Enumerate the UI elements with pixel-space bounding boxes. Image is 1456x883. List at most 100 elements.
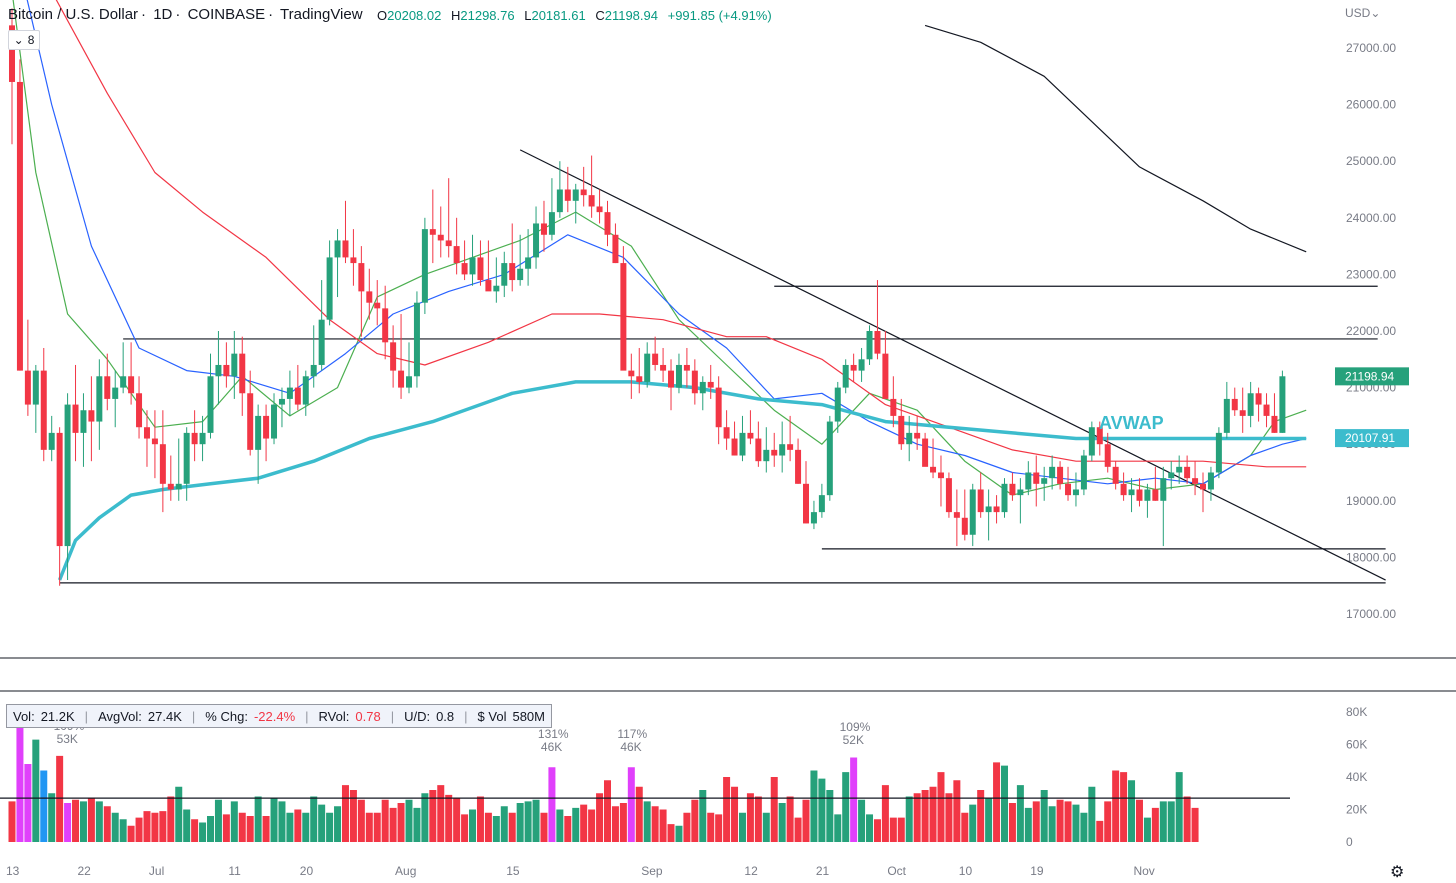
volume-bar (111, 812, 119, 842)
candle (826, 415, 833, 501)
price-axis-tick: 26000.00 (1346, 98, 1396, 112)
candle-body (1152, 489, 1159, 501)
candle (445, 178, 452, 258)
candle-body (136, 393, 143, 428)
candle (525, 229, 532, 286)
volume-bar (762, 812, 770, 842)
candle (191, 410, 198, 462)
volume-annotation-vol: 46K (620, 740, 641, 754)
candle-body (1184, 466, 1191, 479)
volume-bar (1135, 799, 1143, 842)
candle-body (374, 302, 381, 309)
candle (556, 161, 563, 218)
divider: | (305, 708, 309, 724)
symbol-name[interactable]: Bitcoin / U.S. Dollar (8, 6, 139, 23)
ohlc-readout: O20208.02 H21298.76 L20181.61 C21198.94 … (377, 8, 772, 23)
candle-body (644, 353, 651, 382)
candle-body (969, 489, 976, 535)
price-axis-tick: 23000.00 (1346, 267, 1396, 281)
currency-selector[interactable]: USD⌄ (1345, 6, 1380, 20)
candle (652, 336, 659, 371)
candle (930, 438, 937, 479)
candle-body (540, 223, 547, 235)
volume-bar (1080, 812, 1088, 842)
volume-bar (921, 790, 929, 842)
legend-toggle-button[interactable]: ⌄ 8 (8, 30, 40, 50)
candle (937, 455, 944, 507)
candle-body (1088, 427, 1095, 456)
volume-bar (373, 812, 381, 842)
volume-bar (318, 804, 326, 842)
candle (1136, 478, 1143, 507)
candle-body (834, 387, 841, 422)
open-value: 20208.02 (387, 8, 442, 23)
candle-body (493, 285, 500, 292)
gear-icon[interactable]: ⚙ (1390, 864, 1405, 881)
candle-body (1192, 478, 1199, 484)
candle-body (1271, 415, 1278, 433)
candle-body (421, 229, 428, 303)
candle (644, 342, 651, 388)
volume-bar (246, 816, 254, 842)
candle-body (1049, 466, 1056, 479)
candle (731, 421, 738, 456)
candle-body (818, 495, 825, 513)
volume-bar (572, 807, 580, 842)
candle (294, 364, 301, 411)
candle-body (1033, 472, 1040, 484)
source-label: TradingView (280, 6, 363, 23)
candle-body (898, 415, 905, 445)
series-avwap (57, 380, 1307, 581)
volume-bar (604, 780, 611, 842)
interval-label[interactable]: 1D (153, 6, 173, 23)
candle-body (803, 483, 809, 524)
volume-bar (588, 809, 596, 842)
candle (1263, 393, 1270, 428)
candle-body (294, 387, 301, 405)
candle (271, 393, 278, 445)
candle (985, 489, 992, 541)
ud-label: U/D: (404, 708, 431, 724)
series-sma-slow (55, 0, 1307, 468)
candle (604, 200, 611, 247)
volume-bar (1088, 786, 1096, 842)
candle-body (56, 432, 63, 547)
volume-bar (897, 817, 905, 842)
candle-body (620, 263, 627, 371)
candle-body (350, 257, 357, 264)
candle (199, 415, 206, 462)
symbol-header[interactable]: Bitcoin / U.S. Dollar · 1D · COINBASE · Tra… (8, 6, 363, 23)
candle (151, 410, 158, 479)
candle (501, 251, 508, 298)
candle (1104, 432, 1111, 473)
volume-bar (270, 798, 278, 842)
candle (890, 376, 897, 428)
candle (231, 331, 238, 399)
volume-bar (627, 767, 635, 842)
candle (413, 291, 420, 388)
time-axis-tick: 10 (959, 864, 973, 878)
candle-body (88, 410, 95, 422)
candle-body (1160, 478, 1167, 501)
price-axis-tick: 22000.00 (1346, 324, 1396, 338)
candle-body (961, 517, 968, 535)
price-axis-tick: 25000.00 (1346, 154, 1396, 168)
candle-body (358, 263, 365, 292)
close-label: C (595, 8, 605, 23)
rvol-label: RVol: (318, 708, 350, 724)
volume-bar (945, 793, 953, 842)
candle-body (937, 472, 944, 479)
volume-bar (183, 809, 191, 842)
candle (32, 364, 39, 433)
candle (993, 495, 1000, 524)
trendline (519, 149, 1386, 581)
candle (16, 59, 23, 371)
candle-body (509, 263, 516, 281)
candle (834, 381, 841, 433)
candle (48, 415, 55, 462)
candle-body (445, 240, 452, 247)
time-axis-tick: 20 (300, 864, 314, 878)
volume-bar (262, 816, 270, 842)
candle-body (1080, 455, 1087, 490)
